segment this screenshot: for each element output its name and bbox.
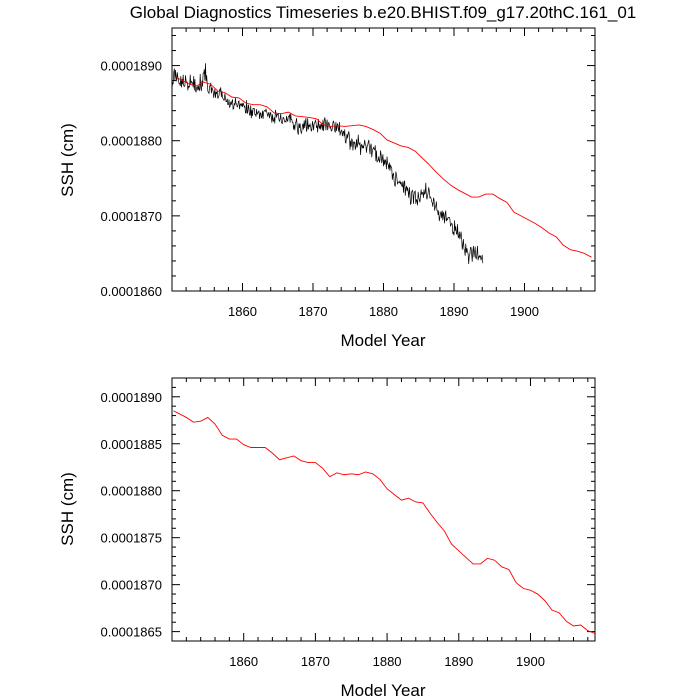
series-line-annual-mean: [175, 76, 592, 258]
bottom-axis-ticks: [171, 377, 595, 642]
figure-title: Global Diagnostics Timeseries b.e20.BHIS…: [130, 3, 637, 22]
bottom-x-tick-labels: 1860 1870 1880 1890 1900: [229, 654, 545, 669]
bottom-x-axis-label: Model Year: [340, 681, 425, 700]
top-series: [172, 63, 592, 264]
x-tick-label: 1890: [444, 654, 473, 669]
top-y-axis-label: SSH (cm): [58, 123, 77, 197]
y-tick-label: 0.0001875: [101, 531, 162, 546]
top-y-tick-labels: 0.0001860 0.0001870 0.0001880 0.0001890: [101, 59, 162, 299]
x-tick-label: 1890: [440, 304, 469, 319]
bottom-panel: 1860 1870 1880 1890 1900 0.00018650.00018700…: [58, 377, 596, 700]
x-tick-label: 1860: [229, 654, 258, 669]
y-tick-label: 0.0001865: [101, 625, 162, 640]
bottom-plot-frame: [171, 377, 596, 642]
x-tick-label: 1880: [373, 654, 402, 669]
y-tick-label: 0.0001880: [101, 484, 162, 499]
y-tick-label: 0.0001870: [101, 578, 162, 593]
x-tick-label: 1860: [228, 304, 257, 319]
y-tick-label: 0.0001890: [101, 59, 162, 74]
y-tick-label: 0.0001890: [101, 390, 162, 405]
y-tick-label: 0.0001880: [101, 134, 162, 149]
x-tick-label: 1900: [510, 304, 539, 319]
bottom-y-axis-label: SSH (cm): [58, 472, 77, 546]
x-tick-label: 1870: [299, 304, 328, 319]
series-line-annual-mean: [173, 410, 595, 634]
x-tick-label: 1880: [369, 304, 398, 319]
y-tick-label: 0.0001860: [101, 284, 162, 299]
top-x-axis-label: Model Year: [340, 331, 425, 350]
bottom-y-tick-labels: 0.0001865 0.0001870 0.0001875 0.0001880 0.00…: [101, 390, 162, 640]
top-panel: 1860 1870 1880 1890 1900 0.00018600.00018700…: [58, 27, 596, 350]
y-tick-label: 0.0001885: [101, 437, 162, 452]
series-line-monthly: [172, 63, 484, 264]
y-tick-label: 0.0001870: [101, 209, 162, 224]
x-tick-label: 1900: [516, 654, 545, 669]
x-tick-label: 1870: [301, 654, 330, 669]
top-x-tick-labels: 1860 1870 1880 1890 1900: [228, 304, 539, 319]
top-axis-ticks: [171, 28, 596, 292]
bottom-series: [173, 410, 595, 634]
